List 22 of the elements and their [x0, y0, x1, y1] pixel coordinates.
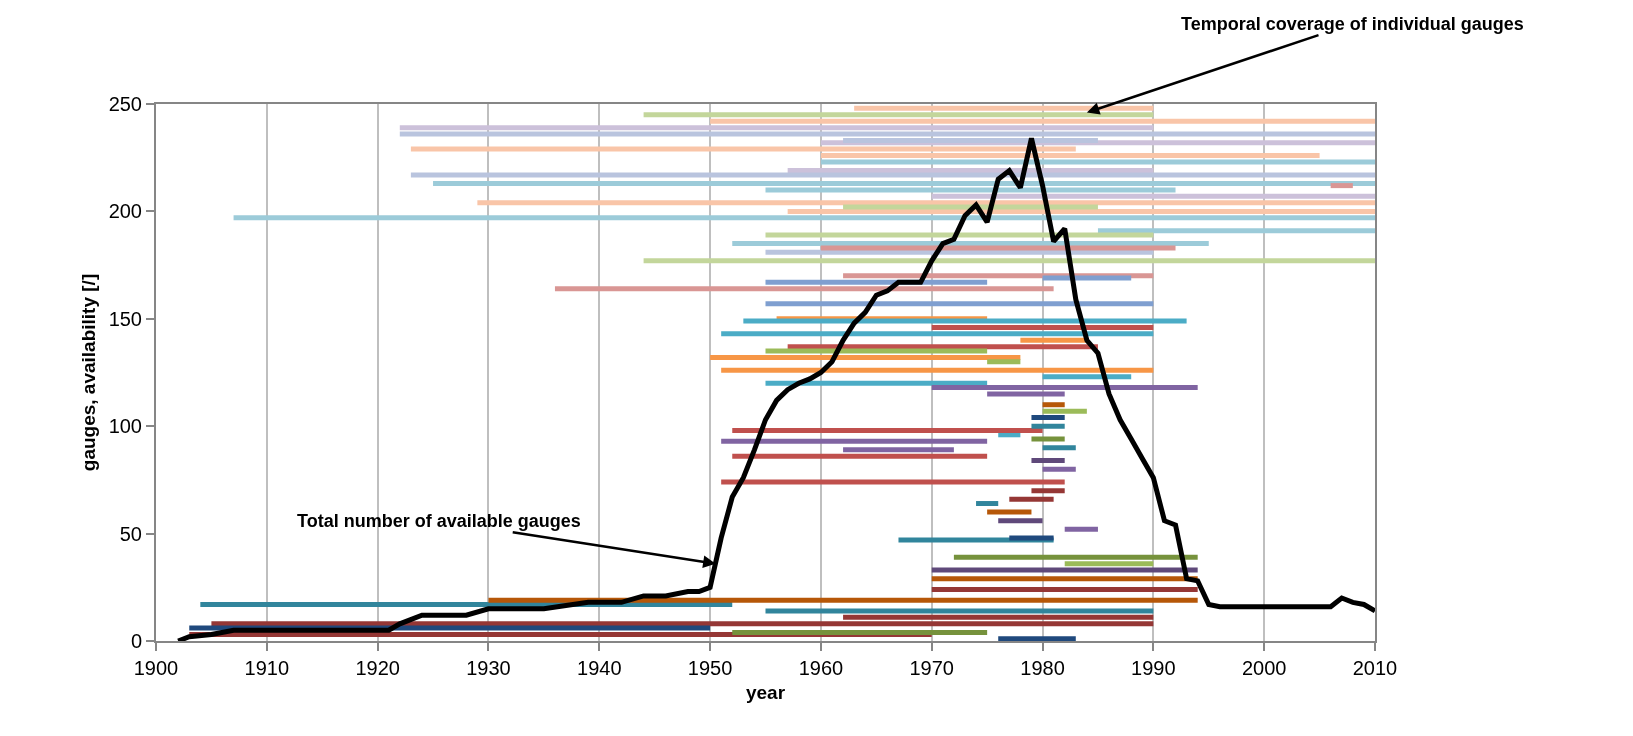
x-tick-label: 1960 — [798, 657, 844, 679]
x-tick-label: 1910 — [244, 657, 290, 679]
x-tick-label: 1930 — [466, 657, 511, 679]
x-tick-label: 1970 — [909, 657, 954, 679]
x-tick-label: 1990 — [1131, 657, 1176, 679]
x-tick-label: 1940 — [577, 657, 622, 679]
y-axis-title: gauges, availability [/] — [77, 273, 99, 472]
y-tick-label: 50 — [119, 522, 142, 545]
y-tick-label: 100 — [108, 415, 142, 438]
x-tick-label: 2000 — [1241, 657, 1287, 679]
x-tick-label: 1920 — [355, 657, 400, 679]
y-tick-label: 200 — [108, 200, 142, 223]
x-tick-label: 1980 — [1020, 657, 1065, 679]
y-tick-label: 250 — [108, 93, 142, 115]
x-tick-label: 1900 — [133, 657, 179, 679]
x-axis-title: year — [745, 682, 786, 704]
x-tick-label: 1950 — [687, 657, 733, 679]
y-tick-label: 150 — [108, 307, 142, 330]
annotation: Total number of available gauges — [297, 511, 581, 531]
annotation: Temporal coverage of individual gauges — [1181, 14, 1524, 34]
y-tick-label: 0 — [130, 630, 142, 652]
x-tick-label: 2010 — [1352, 657, 1398, 679]
